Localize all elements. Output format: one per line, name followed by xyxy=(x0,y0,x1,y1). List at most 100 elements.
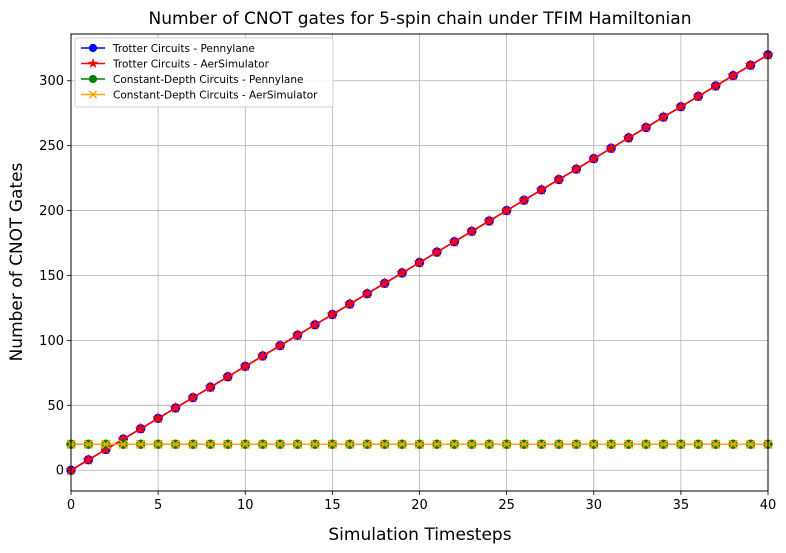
data-point xyxy=(570,162,583,174)
data-point xyxy=(483,214,495,226)
legend-item: Trotter Circuits - AerSimulator xyxy=(81,58,270,70)
legend-label: Constant-Depth Circuits - AerSimulator xyxy=(113,89,318,101)
data-point xyxy=(188,439,198,449)
data-point xyxy=(641,439,651,449)
data-point xyxy=(501,439,512,449)
data-point xyxy=(709,79,722,91)
x-marker-stroke xyxy=(414,439,425,449)
data-point xyxy=(535,183,548,195)
data-point xyxy=(675,100,687,112)
x-marker-stroke xyxy=(641,439,651,449)
y-tick-label: 100 xyxy=(39,334,64,349)
x-tick-label: 35 xyxy=(673,498,690,513)
x-marker-stroke xyxy=(88,90,98,99)
legend-marker xyxy=(88,74,98,84)
data-point xyxy=(223,439,233,449)
data-point xyxy=(657,111,670,122)
x-marker-stroke xyxy=(83,439,94,449)
data-point xyxy=(187,391,199,403)
data-point xyxy=(536,439,547,449)
data-point xyxy=(326,308,339,320)
x-marker-stroke xyxy=(188,439,198,449)
x-marker-stroke xyxy=(606,439,616,449)
x-tick-label: 30 xyxy=(585,498,602,513)
data-point xyxy=(414,439,425,449)
x-marker-stroke xyxy=(170,439,181,449)
x-marker-stroke xyxy=(292,439,303,449)
data-point xyxy=(291,329,304,341)
legend-item: Constant-Depth Circuits - Pennylane xyxy=(81,74,303,86)
legend-marker xyxy=(88,90,98,99)
x-marker-stroke xyxy=(554,439,564,449)
data-point xyxy=(205,439,216,449)
x-tick-label: 25 xyxy=(498,498,515,513)
x-marker-stroke xyxy=(118,439,129,449)
x-marker-stroke xyxy=(240,439,250,449)
series-group xyxy=(65,48,774,476)
x-marker-stroke xyxy=(536,439,547,449)
legend-item: Constant-Depth Circuits - AerSimulator xyxy=(81,89,318,101)
data-point xyxy=(239,360,252,372)
data-point xyxy=(728,439,738,449)
x-marker-stroke xyxy=(571,439,582,449)
x-tick-label: 15 xyxy=(324,498,341,513)
x-tick-label: 0 xyxy=(67,498,75,513)
legend-marker xyxy=(87,58,99,68)
x-marker-stroke xyxy=(257,439,268,449)
data-point xyxy=(413,256,426,268)
data-point xyxy=(658,439,669,449)
x-tick-label: 10 xyxy=(237,498,254,513)
data-point xyxy=(118,439,129,449)
data-point xyxy=(292,439,303,449)
data-point xyxy=(240,439,250,449)
data-point xyxy=(449,439,460,449)
data-point xyxy=(710,439,721,449)
data-point xyxy=(153,439,163,449)
data-point xyxy=(519,439,529,449)
data-point xyxy=(362,439,372,449)
data-point xyxy=(692,90,705,102)
data-point xyxy=(204,381,217,393)
data-point xyxy=(623,439,634,449)
data-point xyxy=(257,439,268,449)
x-marker-stroke xyxy=(467,439,477,449)
x-marker-stroke xyxy=(275,439,285,449)
y-axis-label: Number of CNOT Gates xyxy=(7,162,27,361)
data-point xyxy=(361,287,373,299)
data-point xyxy=(309,318,321,330)
y-tick-label: 300 xyxy=(39,74,64,89)
data-point xyxy=(135,439,146,449)
data-point xyxy=(275,439,285,449)
ticks: 0 5 10 15 20 25 30 35 40 0 50 100 150 200 250 300 xyxy=(39,74,776,513)
legend-label: Constant-Depth Circuits - Pennylane xyxy=(113,74,303,86)
data-point xyxy=(134,422,147,434)
data-point xyxy=(622,131,635,143)
data-point xyxy=(274,339,286,351)
legend-marker xyxy=(88,43,98,53)
x-axis-label: Simulation Timesteps xyxy=(328,525,511,545)
x-marker-stroke xyxy=(223,439,233,449)
x-marker-stroke xyxy=(432,439,442,449)
x-marker-stroke xyxy=(449,439,460,449)
data-point xyxy=(500,204,513,216)
x-marker-stroke xyxy=(745,439,756,449)
series-4 xyxy=(66,439,773,449)
data-point xyxy=(344,297,356,309)
x-tick-label: 40 xyxy=(760,498,777,513)
data-point xyxy=(345,439,355,449)
data-point xyxy=(222,370,234,382)
y-tick-label: 50 xyxy=(47,399,64,414)
y-tick-label: 250 xyxy=(39,139,64,154)
data-point xyxy=(727,69,739,81)
x-marker-stroke xyxy=(623,439,634,449)
data-point xyxy=(553,173,565,185)
data-point xyxy=(379,439,390,449)
x-marker-stroke xyxy=(658,439,669,449)
x-marker-stroke xyxy=(379,439,390,449)
data-point xyxy=(693,439,704,449)
data-point xyxy=(571,439,582,449)
data-point xyxy=(745,439,756,449)
y-tick-label: 0 xyxy=(56,464,64,479)
data-point xyxy=(378,277,391,289)
data-point xyxy=(256,349,269,361)
